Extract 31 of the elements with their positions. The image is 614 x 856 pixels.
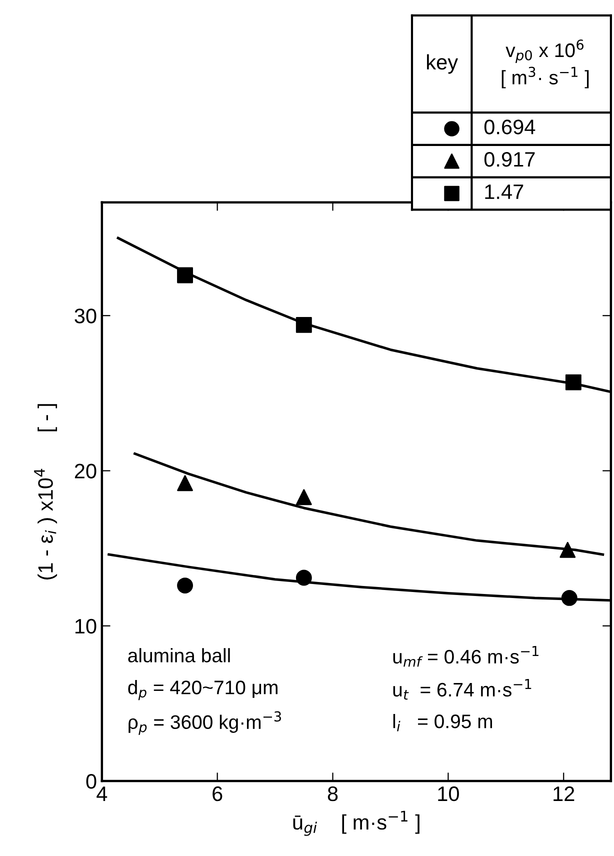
point	[177, 475, 194, 492]
x-tick-label: 4	[96, 786, 108, 801]
point	[561, 590, 578, 606]
point	[296, 570, 312, 586]
point	[565, 374, 582, 390]
y-tick-label: 20	[74, 464, 96, 478]
x-tick-label: 10	[438, 786, 459, 802]
annotation: alumina ball	[128, 648, 230, 662]
legend-label: 0.694	[484, 120, 536, 134]
point	[177, 578, 194, 594]
annotation: d$_{p}$ = 420~710 μm	[128, 680, 278, 700]
legend-label: 0.917	[484, 152, 535, 167]
x-tick-label: 8	[328, 786, 338, 802]
annotation: u$_{mf}$ = 0.46 m·s$^{−1}$	[393, 646, 538, 667]
point	[560, 542, 576, 558]
annotation: ρ$_{p}$ = 3600 kg·m$^{−3}$	[128, 711, 281, 735]
y-tick-label: 10	[75, 618, 96, 634]
text: v$_{p0}$ x 10$^{6}$ [ m$^{3}$· s$^{−1}$ ]	[502, 39, 589, 88]
x-tick-label: 6	[212, 786, 222, 802]
legend-label: 1.47	[485, 184, 524, 199]
text: ū$_{gi}$ [ m·s$^{−1}$ ]	[293, 810, 420, 836]
point	[296, 489, 312, 506]
y-tick-label: 0	[86, 774, 96, 789]
text: (1 - ε$_{i}$ ) x10$^{4}$ [ - ]	[34, 404, 58, 580]
text: key	[427, 54, 458, 74]
point	[177, 267, 194, 284]
y-tick-label: 30	[74, 308, 96, 324]
point	[296, 316, 312, 333]
text: l$_{i}$ = 0.95 m	[393, 714, 492, 732]
annotation: u$_{t}$ = 6.74 m·s$^{−1}$	[393, 679, 532, 700]
x-tick-label: 12	[554, 786, 574, 801]
